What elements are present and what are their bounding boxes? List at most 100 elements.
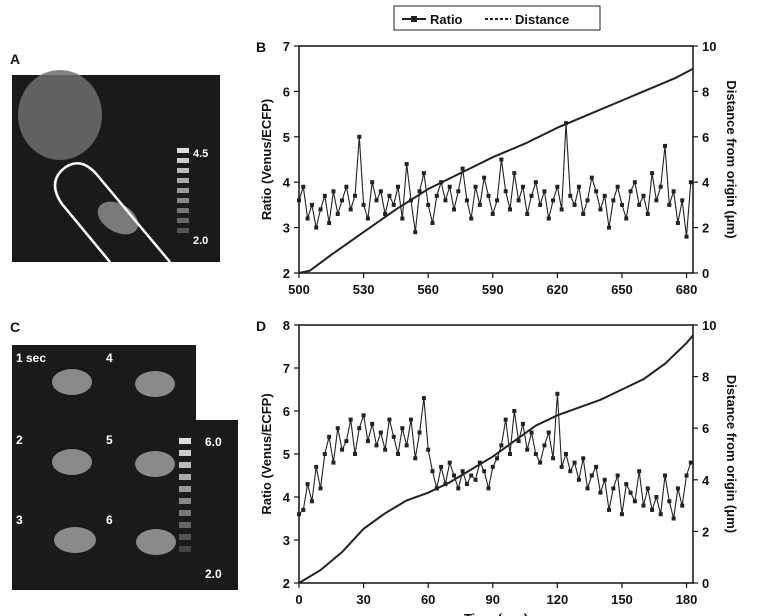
y2-tick-label: 0 [702,266,709,281]
ratio-point [352,193,357,198]
ratio-point [404,162,409,167]
ratio-point [396,452,401,456]
frame-label-3: 3 [16,513,23,527]
ratio-point [546,216,551,221]
ratio-point [637,202,642,207]
ratio-point [490,211,495,216]
ratio-point [551,456,556,461]
panel-a: A 4.5 2.0 [10,51,220,263]
ratio-point [301,507,306,512]
x-tick-label: 150 [611,592,633,607]
frame-cell-6 [136,529,176,555]
ratio-point [615,184,620,189]
panel-c-scale-max: 6.0 [205,435,222,449]
ratio-point [602,477,607,482]
ratio-point [495,198,500,203]
ratio-point [585,198,590,203]
ratio-point [503,417,508,422]
ratio-point [305,482,310,487]
chart-b: B 500 530 560 590 620 650 680 2 3 4 5 6 7 0 2 4 6 8 10 Rati… [256,39,739,297]
ratio-point [688,460,693,465]
ratio-point [408,417,413,422]
ratio-point [645,486,650,491]
ratio-point [340,198,345,203]
ratio-point [318,207,323,212]
ratio-line [298,123,692,237]
ratio-point [542,189,547,194]
ratio-point [335,211,340,216]
y-tick-label: 7 [283,39,290,54]
ratio-point [658,512,663,517]
ratio-point [331,189,336,194]
ratio-point [654,198,659,203]
ratio-point [598,207,603,212]
y2-axis-title: Distance from origin (μm) [724,375,739,533]
frame-label-5: 5 [106,433,113,447]
ratio-point [413,230,418,235]
ratio-point [671,189,676,194]
frame-cell-3 [54,527,96,553]
x-tick-label: 90 [486,592,500,607]
ratio-point [507,207,512,212]
ratio-point [340,447,345,452]
ratio-point [611,486,616,491]
ratio-point [378,430,383,435]
x-tick-label: 180 [676,592,698,607]
panel-a-colorbar [177,148,189,233]
ratio-point [486,193,491,198]
ratio-point [297,512,301,517]
frame-cell-5 [135,451,175,477]
y2-tick-label: 4 [702,175,710,190]
ratio-point [533,180,538,185]
distance-line [298,334,694,584]
ratio-point [387,193,392,198]
legend: Ratio Distance [393,5,601,31]
ratio-point [607,507,612,512]
ratio-point [473,477,478,482]
ratio-point [516,198,521,203]
ratio-point [365,439,370,444]
ratio-point [688,180,693,185]
ratio-point [499,157,504,162]
ratio-point [520,184,525,189]
ratio-point [503,189,508,194]
ratio-point [585,486,590,491]
ratio-point [628,189,633,194]
ratio-point [680,503,685,508]
ratio-point [335,426,340,431]
ratio-point [516,439,521,444]
ratio-point [632,180,637,185]
x-tick-label: 620 [547,282,569,297]
ratio-point [525,211,530,216]
ratio-point [572,202,577,207]
ratio-point [675,221,680,226]
ratio-point [452,473,457,478]
y2-axis-title: Distance from origin (μm) [724,80,739,238]
frame-label-2: 2 [16,433,23,447]
x-tick-label: 0 [295,592,302,607]
ratio-point [473,184,478,189]
ratio-point [576,477,581,482]
ratio-point [370,421,375,426]
ratio-point [477,202,482,207]
ratio-point [482,469,487,474]
ratio-point [624,216,629,221]
ratio-point [348,417,353,422]
ratio-point [650,507,655,512]
panel-c-letter: C [10,319,20,335]
ratio-point [309,499,314,504]
x-tick-label: 650 [611,282,633,297]
ratio-point [667,202,672,207]
ratio-point [512,171,517,176]
ratio-point [482,175,487,180]
ratio-point [365,216,370,221]
ratio-point [563,452,568,456]
y-tick-label: 6 [283,84,290,99]
ratio-point [361,202,366,207]
ratio-point [512,409,517,413]
frame-cell-2 [52,449,92,475]
ratio-point [594,189,599,194]
frame-label-4: 4 [106,351,113,365]
ratio-point [589,473,594,478]
